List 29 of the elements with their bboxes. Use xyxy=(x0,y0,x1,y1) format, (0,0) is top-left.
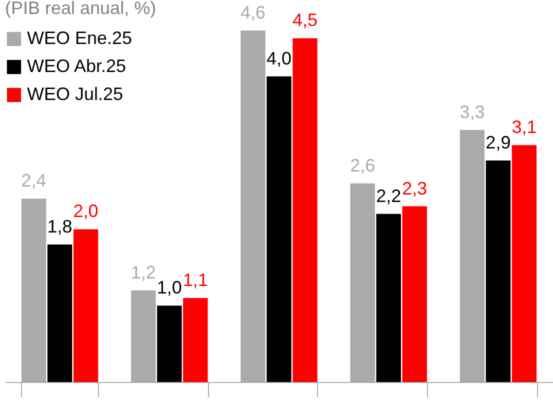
bar xyxy=(157,306,182,382)
bar xyxy=(266,76,292,382)
data-label: 4,5 xyxy=(292,10,318,30)
data-label: 2,9 xyxy=(486,132,511,152)
bar xyxy=(512,145,537,382)
legend-title: (PIB real anual, %) xyxy=(5,0,156,18)
data-label: 2,2 xyxy=(376,186,402,206)
data-label: 4,6 xyxy=(240,2,266,23)
bar xyxy=(292,38,318,382)
legend-label: WEO Ene.25 xyxy=(27,28,132,48)
data-label: 1,2 xyxy=(130,262,156,282)
data-label: 3,3 xyxy=(460,102,485,122)
data-label: 2,6 xyxy=(350,155,376,176)
data-label: 4,0 xyxy=(266,48,292,68)
data-label: 3,1 xyxy=(512,117,537,138)
legend-label: WEO Jul.25 xyxy=(27,84,124,104)
data-label: 1,8 xyxy=(47,216,72,236)
bar xyxy=(402,206,427,382)
data-label: 2,4 xyxy=(21,170,46,191)
legend-label: WEO Abr.25 xyxy=(27,56,126,76)
data-label: 2,3 xyxy=(402,178,428,198)
data-label: 1,0 xyxy=(156,278,182,298)
data-label: 1,1 xyxy=(182,270,208,290)
bar xyxy=(183,298,208,382)
bar xyxy=(376,214,401,382)
data-label: 2,0 xyxy=(73,201,98,222)
bar xyxy=(47,244,72,382)
bar xyxy=(486,160,511,382)
bar xyxy=(73,229,98,382)
